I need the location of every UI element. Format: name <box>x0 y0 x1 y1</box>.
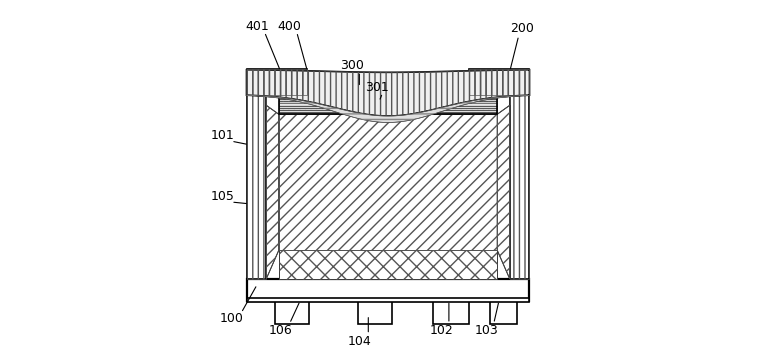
Bar <box>510 93 529 279</box>
Bar <box>279 104 497 106</box>
Bar <box>279 93 497 114</box>
Bar <box>279 112 497 114</box>
Bar <box>279 110 497 112</box>
Bar <box>279 101 497 104</box>
Bar <box>279 99 497 101</box>
Polygon shape <box>247 70 529 116</box>
Bar <box>247 279 529 300</box>
Bar <box>279 97 497 99</box>
Text: 301: 301 <box>365 81 389 94</box>
Bar <box>279 93 497 95</box>
Bar <box>469 69 529 95</box>
Bar <box>279 106 497 108</box>
Bar <box>469 69 529 95</box>
Text: 100: 100 <box>220 312 244 325</box>
Text: 105: 105 <box>210 190 234 203</box>
Text: 400: 400 <box>278 20 301 33</box>
Bar <box>247 90 529 93</box>
Bar <box>279 250 497 279</box>
Polygon shape <box>497 105 510 279</box>
Bar <box>279 108 497 110</box>
Bar <box>279 101 497 104</box>
Bar <box>279 95 497 97</box>
Bar <box>279 250 497 279</box>
Bar <box>510 93 529 279</box>
Bar <box>279 97 497 99</box>
Polygon shape <box>266 105 279 279</box>
Text: 300: 300 <box>340 59 364 72</box>
Bar <box>279 108 497 110</box>
Bar <box>490 300 517 324</box>
Bar <box>247 93 266 279</box>
Text: 103: 103 <box>475 325 498 338</box>
Bar <box>247 93 266 279</box>
Bar <box>279 95 497 97</box>
Text: 401: 401 <box>245 20 269 33</box>
Bar <box>433 300 469 324</box>
Bar <box>247 298 529 302</box>
Bar <box>279 104 497 106</box>
Bar <box>279 112 497 114</box>
Text: 106: 106 <box>268 325 293 338</box>
Bar <box>247 69 307 95</box>
Text: 101: 101 <box>210 129 234 142</box>
Bar <box>247 69 307 95</box>
Bar <box>358 300 392 324</box>
Polygon shape <box>279 114 497 250</box>
Bar <box>275 300 309 324</box>
Polygon shape <box>247 95 529 122</box>
Text: 104: 104 <box>348 335 371 348</box>
Text: 102: 102 <box>430 325 454 338</box>
Text: 200: 200 <box>511 22 534 35</box>
